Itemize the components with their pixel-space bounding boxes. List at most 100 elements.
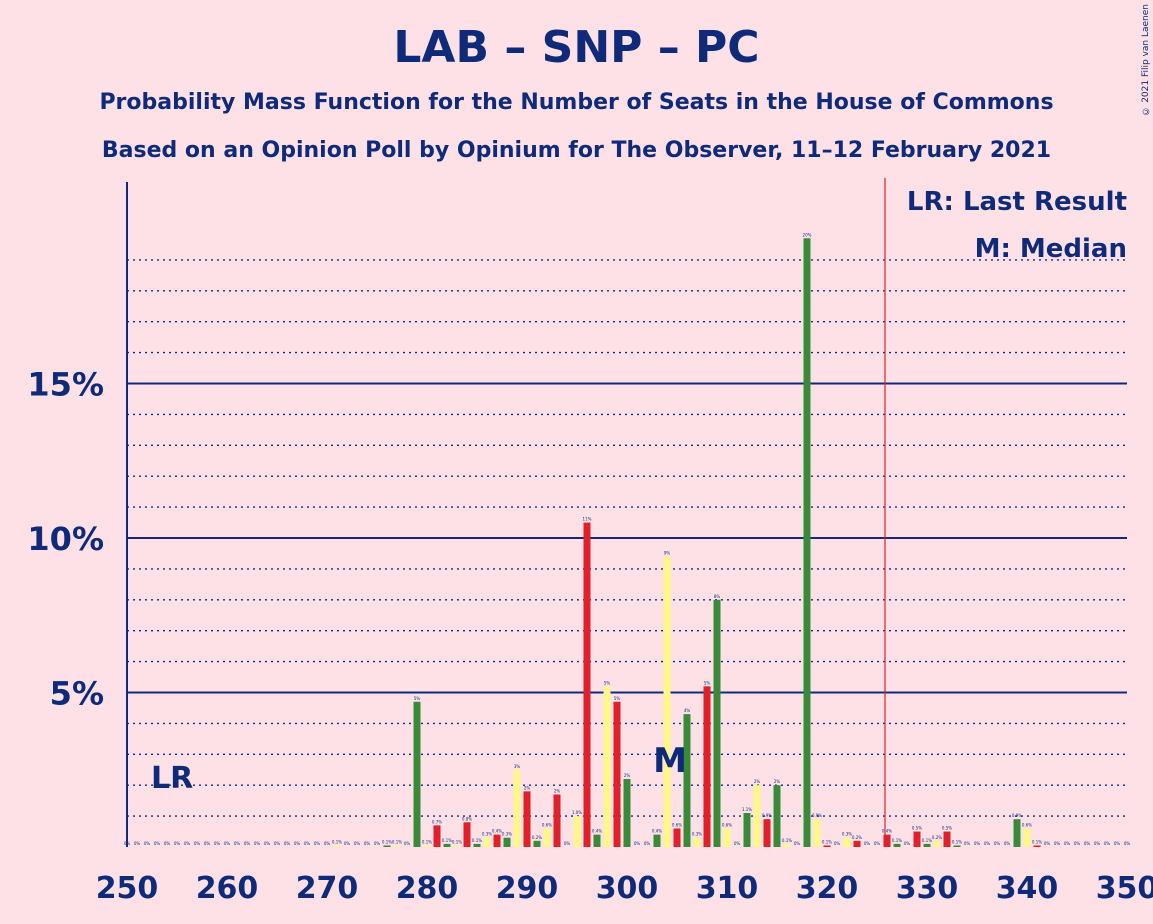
bar-label-255: 0%	[174, 841, 181, 846]
x-tick-labels: 250 260 270 280 290 300 310 320 330 340 350	[96, 871, 1153, 906]
bar-label-266: 0%	[284, 841, 291, 846]
bar-seats-284	[463, 822, 471, 847]
x-tick-label: 320	[796, 871, 859, 906]
bar-seats-332	[943, 831, 951, 847]
bar-label-301: 0%	[634, 841, 641, 846]
bar-seats-341	[1033, 845, 1041, 847]
bar-label-285: 0.1%	[472, 838, 482, 843]
bar-label-321: 0%	[834, 841, 841, 846]
bar-label-336: 0%	[984, 841, 991, 846]
x-tick-label: 340	[996, 871, 1059, 906]
bar-label-276: 0.1%	[382, 839, 392, 844]
bar-seats-296	[583, 522, 591, 847]
bar-seats-299	[613, 701, 621, 847]
bar-label-269: 0%	[314, 841, 321, 846]
bar-label-298: 5%	[604, 680, 611, 685]
bar-label-290: 2%	[524, 785, 531, 790]
bar-label-316: 0.1%	[782, 838, 792, 843]
bar-label-322: 0.3%	[842, 832, 852, 837]
bar-label-272: 0%	[344, 841, 351, 846]
bar-label-294: 0%	[564, 841, 571, 846]
bar-label-311: 0%	[734, 841, 741, 846]
bar-seats-323	[853, 840, 861, 847]
bar-label-340: 0.6%	[1022, 822, 1032, 827]
bar-label-289: 3%	[514, 764, 521, 769]
bar-label-300: 2%	[624, 773, 631, 778]
bar-labels-group: 0% 0% 0% 0% 0% 0% 0% 0% 0% 0% 0% 0% 0% 0% 0% 0% 0% 0% 0% 0%…	[124, 232, 1131, 846]
y-tick-label: 10%	[27, 520, 104, 558]
y-tick-labels: 5% 10% 15%	[27, 366, 104, 713]
bar-seats-300	[623, 779, 631, 847]
last-result-marker: LR	[151, 761, 193, 796]
x-tick-label: 280	[396, 871, 459, 906]
bar-label-329: 0.5%	[912, 826, 922, 831]
bar-label-324: 0%	[864, 841, 871, 846]
bar-label-350: 0%	[1124, 841, 1131, 846]
bar-label-346: 0%	[1084, 841, 1091, 846]
bar-seats-295	[573, 816, 581, 847]
bar-label-280: 0.1%	[422, 839, 432, 844]
bar-label-328: 0%	[904, 841, 911, 846]
bar-label-265: 0%	[274, 841, 281, 846]
bar-label-262: 0%	[244, 841, 251, 846]
bar-label-302: 0%	[644, 841, 651, 846]
x-tick-label: 260	[196, 871, 259, 906]
bar-label-260: 0%	[224, 841, 231, 846]
x-tick-label: 290	[496, 871, 559, 906]
bar-label-253: 0%	[154, 841, 161, 846]
bar-label-304: 9%	[664, 551, 671, 556]
bar-label-335: 0%	[974, 841, 981, 846]
bar-label-256: 0%	[184, 841, 191, 846]
chart-title: LAB – SNP – PC	[393, 22, 760, 73]
y-tick-label: 15%	[27, 366, 104, 404]
bar-label-287: 0.4%	[492, 829, 502, 834]
bar-seats-307	[693, 837, 701, 847]
x-tick-label: 250	[96, 871, 159, 906]
bar-label-331: 0.2%	[932, 835, 942, 840]
bar-label-271: 0.1%	[332, 839, 342, 844]
bar-seats-316	[783, 843, 791, 847]
y-tick-label: 5%	[50, 675, 104, 713]
bar-label-299: 5%	[614, 696, 621, 701]
median-marker: M	[653, 741, 687, 781]
bar-label-319: 0.9%	[812, 813, 822, 818]
bar-seats-322	[843, 837, 851, 847]
bar-seats-290	[523, 791, 531, 847]
bar-seats-333	[953, 845, 961, 847]
bar-label-284: 0.8%	[462, 816, 472, 821]
bar-label-296: 11%	[583, 517, 592, 522]
bar-label-315: 2%	[774, 779, 781, 784]
bar-label-270: 0%	[324, 841, 331, 846]
bar-label-288: 0.3%	[502, 832, 512, 837]
bar-label-314: 0.9%	[762, 813, 772, 818]
bar-seats-305	[673, 828, 681, 847]
bar-seats-287	[493, 834, 501, 847]
bar-label-310: 0.6%	[722, 822, 732, 827]
bar-label-292: 0.6%	[542, 822, 552, 827]
bar-seats-329	[913, 831, 921, 847]
grid-lines	[127, 259, 1127, 817]
bar-label-286: 0.3%	[482, 832, 492, 837]
bar-seats-291	[533, 840, 541, 847]
bar-label-274: 0%	[364, 841, 371, 846]
bar-label-339: 0.9%	[1012, 813, 1022, 818]
bar-label-307: 0.3%	[692, 832, 702, 837]
bar-label-320: 0.1%	[822, 839, 832, 844]
bar-label-309: 8%	[714, 594, 721, 599]
bar-label-278: 0%	[404, 841, 411, 846]
chart-subtitle-1: Probability Mass Function for the Number…	[99, 90, 1054, 115]
bar-label-349: 0%	[1114, 841, 1121, 846]
bar-label-330: 0.1%	[922, 838, 932, 843]
x-tick-label: 330	[896, 871, 959, 906]
bar-label-273: 0%	[354, 841, 361, 846]
bar-seats-318	[803, 238, 811, 847]
bar-label-252: 0%	[144, 841, 151, 846]
bar-label-297: 0.4%	[592, 829, 602, 834]
bar-label-282: 0.1%	[442, 838, 452, 843]
bar-label-341: 0.1%	[1032, 839, 1042, 844]
bar-label-325: 0%	[874, 841, 881, 846]
bar-seats-304	[663, 556, 671, 847]
chart-subtitle-2: Based on an Opinion Poll by Opinium for …	[101, 138, 1052, 163]
bar-label-345: 0%	[1074, 841, 1081, 846]
bar-seats-283	[453, 845, 461, 847]
